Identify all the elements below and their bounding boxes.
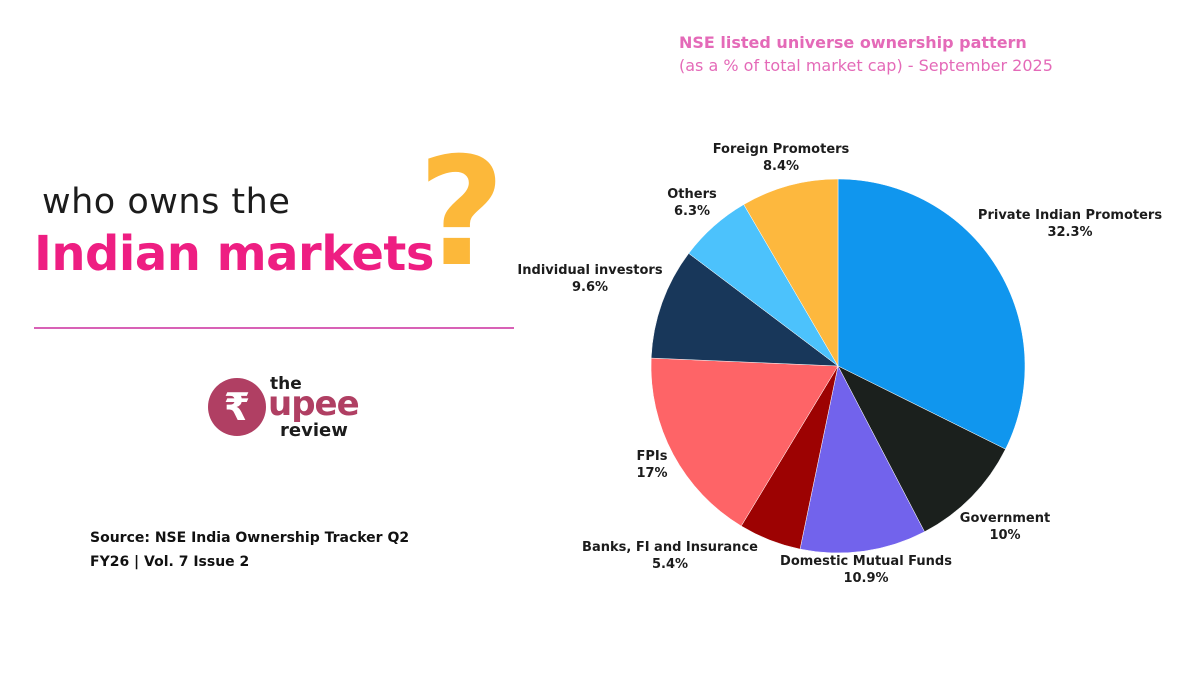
slice-value-domestic-mutual-funds: 10.9% <box>843 571 888 586</box>
slice-label-banks-fi-and-insurance: Banks, FI and Insurance <box>582 540 758 555</box>
slice-value-government: 10% <box>989 528 1020 543</box>
headline-line-2: Indian markets <box>34 226 434 282</box>
source-note: Source: NSE India Ownership Tracker Q2 F… <box>90 530 410 570</box>
slice-label-government: Government <box>960 511 1050 526</box>
logo-the: the <box>270 374 302 394</box>
logo-review: review <box>280 420 348 441</box>
rupee-icon: ₹ <box>208 378 266 436</box>
slice-label-individual-investors: Individual investors <box>517 263 662 278</box>
pie-slice-fpis <box>650 357 839 527</box>
the-rupee-review-logo: ₹ the upee review <box>208 374 378 441</box>
question-mark-icon: ? <box>418 126 506 300</box>
logo-upee: upee <box>268 384 360 424</box>
slice-label-others: Others <box>667 187 717 202</box>
slice-label-foreign-promoters: Foreign Promoters <box>713 142 850 157</box>
headline-line-1: who owns the <box>42 182 291 222</box>
slice-label-fpis: FPIs <box>637 449 668 464</box>
slice-value-individual-investors: 9.6% <box>572 280 608 295</box>
pie-slice-foreign-promoters <box>743 178 839 367</box>
slice-label-private-indian-promoters: Private Indian Promoters <box>978 208 1162 223</box>
slice-value-banks-fi-and-insurance: 5.4% <box>652 557 688 572</box>
slice-value-private-indian-promoters: 32.3% <box>1047 225 1092 240</box>
slice-value-fpis: 17% <box>636 466 667 481</box>
slice-value-others: 6.3% <box>674 204 710 219</box>
chart-subtitle: (as a % of total market cap) - September… <box>679 56 1053 75</box>
slice-value-foreign-promoters: 8.4% <box>763 159 799 174</box>
pie-slice-domestic-mutual-funds <box>799 365 925 554</box>
divider <box>34 327 514 329</box>
slice-label-domestic-mutual-funds: Domestic Mutual Funds <box>780 554 952 569</box>
pie-slice-private-indian-promoters <box>837 178 1026 450</box>
pie-slice-government <box>837 365 1006 533</box>
chart-title: NSE listed universe ownership pattern <box>679 33 1027 52</box>
pie-slice-individual-investors <box>650 253 839 367</box>
